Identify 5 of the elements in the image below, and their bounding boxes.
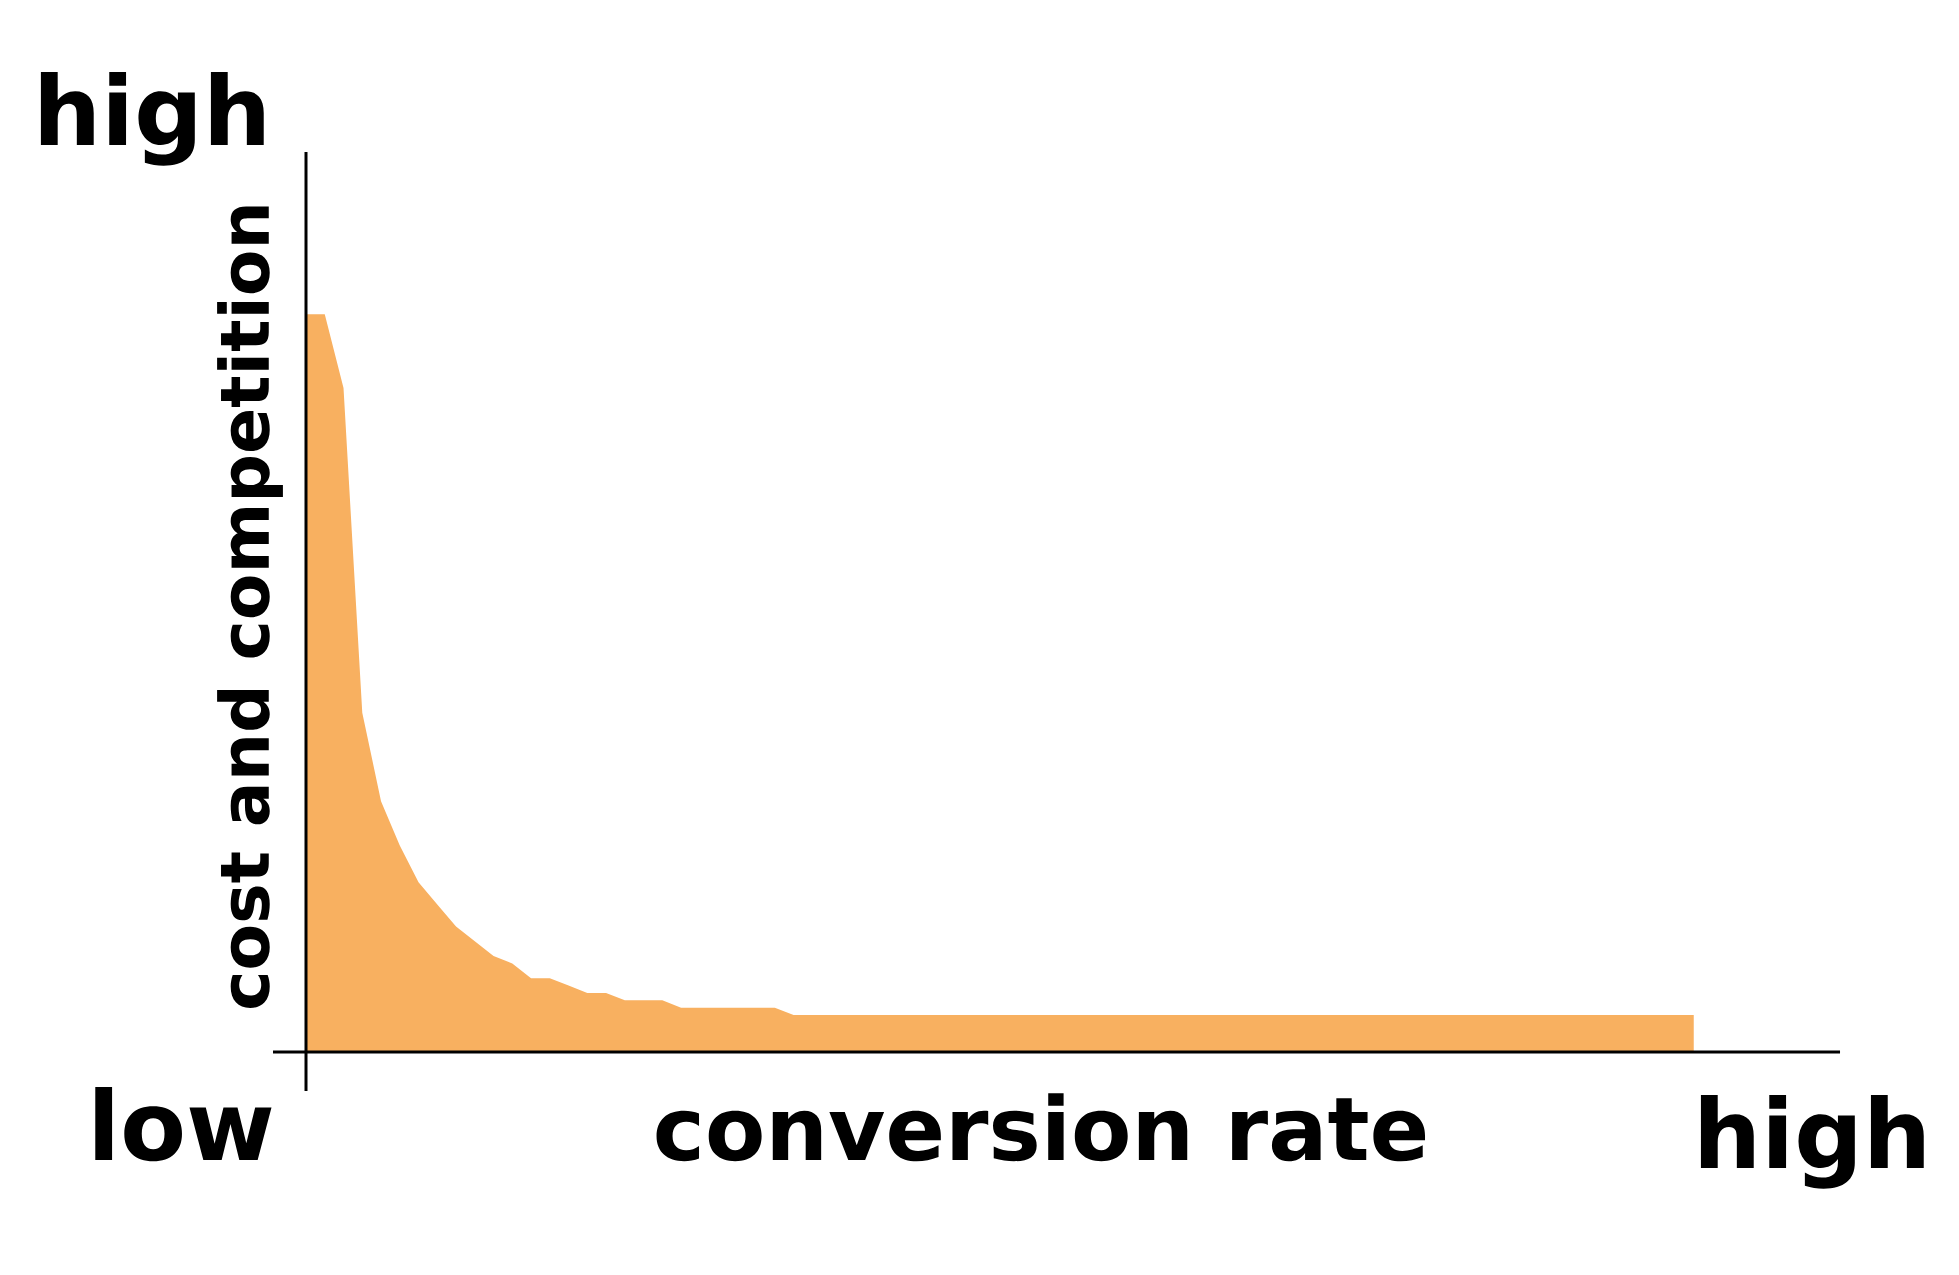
text: low — [95, 1087, 272, 1162]
y-axis-title: cost and competition — [217, 206, 283, 1008]
x-axis-title: conversion rate — [656, 1093, 1426, 1162]
text: high — [1700, 1095, 1924, 1189]
text: high — [40, 72, 264, 166]
